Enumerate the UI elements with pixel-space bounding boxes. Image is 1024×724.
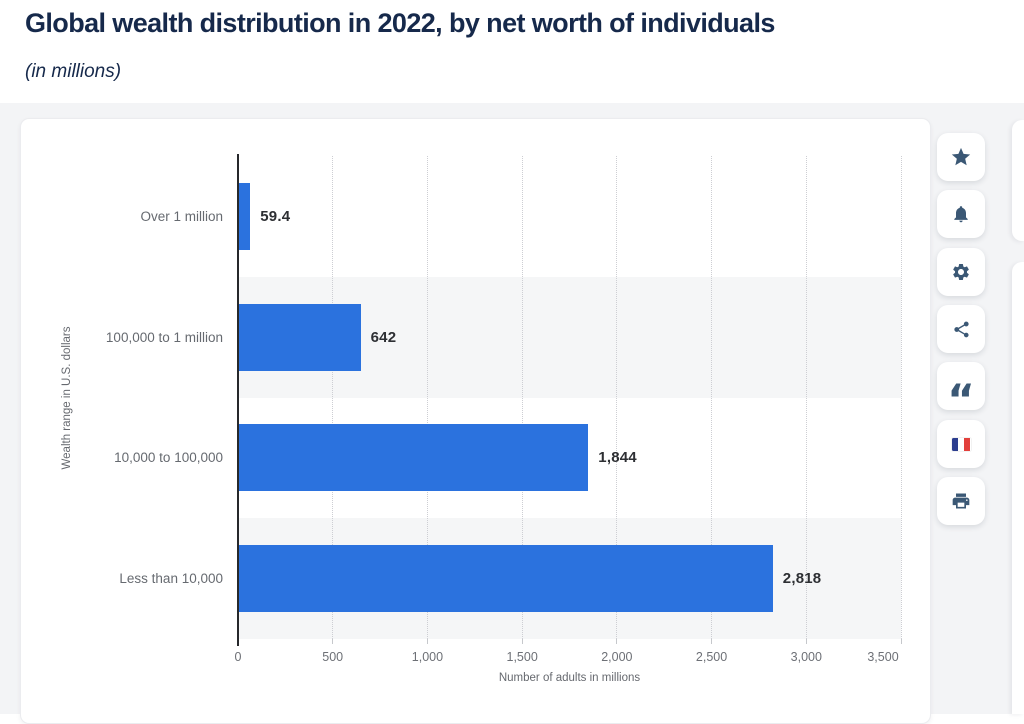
y-axis-title: Wealth range in U.S. dollars — [61, 326, 73, 469]
bar[interactable] — [239, 424, 589, 492]
x-tick-label: 1,500 — [506, 650, 538, 664]
gridline — [616, 156, 618, 639]
bar-value-label: 2,818 — [782, 570, 822, 588]
gridline — [332, 156, 334, 639]
notifications-button[interactable] — [937, 190, 985, 238]
x-tick-label: 3,500 — [867, 650, 899, 664]
bar[interactable] — [239, 545, 773, 613]
category-label: 10,000 to 100,000 — [114, 450, 223, 466]
language-button[interactable] — [937, 420, 985, 468]
chart-card: 0 500 1,000 1,500 2,000 2,500 3,000 3,500 59.4 O… — [20, 118, 931, 724]
x-axis-title: Number of adults in millions — [498, 672, 641, 684]
star-icon — [950, 146, 972, 168]
share-button[interactable] — [937, 305, 985, 353]
x-tickmark — [711, 639, 713, 644]
x-tickmark — [426, 639, 428, 644]
bar-value-label: 59.4 — [260, 207, 291, 225]
x-tick-label: 2,500 — [695, 650, 728, 664]
bar[interactable] — [239, 303, 361, 371]
bell-icon — [951, 204, 971, 224]
x-tickmark — [521, 639, 523, 644]
favorite-button[interactable] — [937, 133, 985, 181]
page-subtitle: (in millions) — [25, 61, 122, 82]
gridline — [805, 156, 807, 639]
x-tickmark — [900, 639, 902, 644]
bar[interactable] — [239, 182, 251, 250]
category-label: 100,000 to 1 million — [105, 329, 223, 345]
category-label: Over 1 million — [140, 208, 223, 224]
share-icon — [952, 320, 971, 339]
gear-icon — [951, 262, 971, 282]
page-title: Global wealth distribution in 2022, by n… — [25, 8, 775, 38]
gridline — [521, 156, 523, 639]
y-axis-line — [237, 154, 239, 646]
french-flag-icon — [950, 436, 972, 452]
x-tickmark — [332, 639, 334, 644]
settings-button[interactable] — [937, 248, 985, 296]
x-tick-label: 500 — [322, 650, 344, 664]
page-header: Global wealth distribution in 2022, by n… — [0, 0, 1024, 103]
adjacent-panel-edge-top — [1012, 120, 1024, 241]
category-label: Less than 10,000 — [119, 571, 223, 587]
gridline — [711, 156, 713, 639]
cite-button[interactable]: “ — [937, 362, 985, 421]
printer-icon — [951, 491, 971, 511]
x-tick-label: 2,000 — [601, 650, 633, 664]
gridline — [426, 156, 428, 639]
x-tick-label: 3,000 — [790, 650, 822, 664]
x-tickmark — [616, 639, 618, 644]
x-tickmark — [805, 639, 807, 644]
x-tick-label: 0 — [234, 650, 242, 664]
bar-value-label: 1,844 — [598, 449, 637, 467]
gridline — [900, 156, 902, 639]
bar-value-label: 642 — [370, 328, 397, 346]
adjacent-panel-edge-bottom — [1012, 262, 1024, 714]
x-tick-label: 1,000 — [411, 650, 444, 664]
print-button[interactable] — [937, 477, 985, 525]
